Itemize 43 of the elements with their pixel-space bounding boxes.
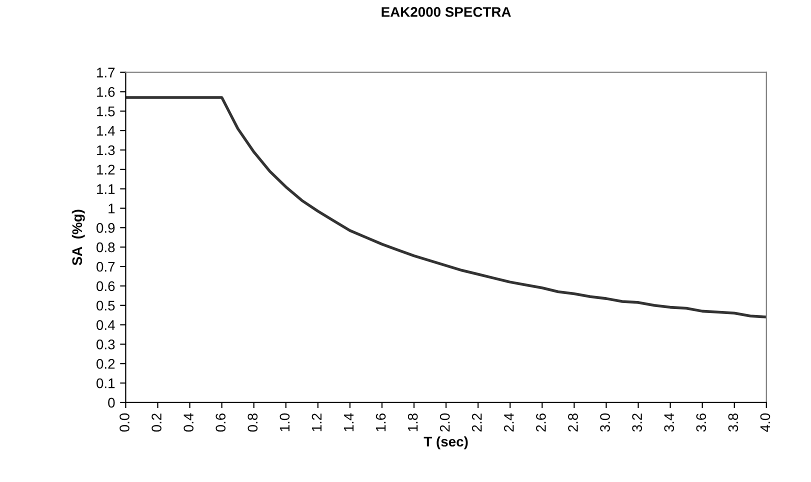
x-tick-label: 1.0 [280,413,290,432]
y-tick-label: 0.2 [96,358,115,369]
x-tick-label: 2.2 [472,414,482,432]
y-tick-label: 0.4 [96,320,115,330]
y-tick-label: 0.5 [96,300,115,311]
x-tick-label: 2.0 [440,413,450,432]
y-tick-label: 0.6 [96,281,115,292]
y-tick-label: 1.4 [97,126,115,136]
x-tick-label: 1.4 [344,413,354,432]
line-series [126,96,766,318]
x-tick-label: 0.4 [184,413,194,432]
y-tick-label: 0.7 [96,262,115,272]
y-tick-label: 0.1 [96,378,115,388]
x-tick-label: 0.0 [120,413,130,432]
y-tick-label: 0.3 [96,340,115,350]
y-tick-label: 1.1 [97,184,115,194]
y-tick-label: 0 [108,398,115,408]
y-axis-title: SA (%g) [72,210,85,266]
y-tick-label: 1.7 [97,68,115,78]
x-tick-label: 0.8 [248,413,258,432]
x-tick-label: 0.2 [152,414,162,432]
x-tick-label: 3.4 [664,413,674,432]
x-tick-label: 3.2 [632,414,642,432]
x-tick-label: 1.6 [376,413,386,432]
chart-title: EAK2000 SPECTRA [382,7,511,17]
y-tick-label: 1.6 [97,87,115,97]
x-tick-label: 1.2 [312,414,322,432]
x-tick-label: 2.4 [504,413,514,432]
y-tick-label: 1 [108,204,115,214]
y-tick-label: 1.3 [97,145,115,156]
y-tick-label: 1.5 [97,106,115,116]
x-tick-label: 3.8 [728,413,738,432]
x-tick-label: 1.8 [408,413,418,432]
x-tick-label: 2.8 [568,413,578,432]
y-tick-label: 0.9 [96,223,115,233]
x-tick-label: 4.0 [760,413,770,432]
y-tick-label: 1.2 [97,164,115,174]
x-tick-label: 0.6 [216,413,226,432]
x-axis-title: T (sec) [424,436,468,450]
x-tick-label: 3.6 [696,413,706,432]
y-tick-label: 0.8 [96,242,115,252]
x-tick-label: 2.6 [536,413,546,432]
x-tick-label: 3.0 [600,413,610,432]
